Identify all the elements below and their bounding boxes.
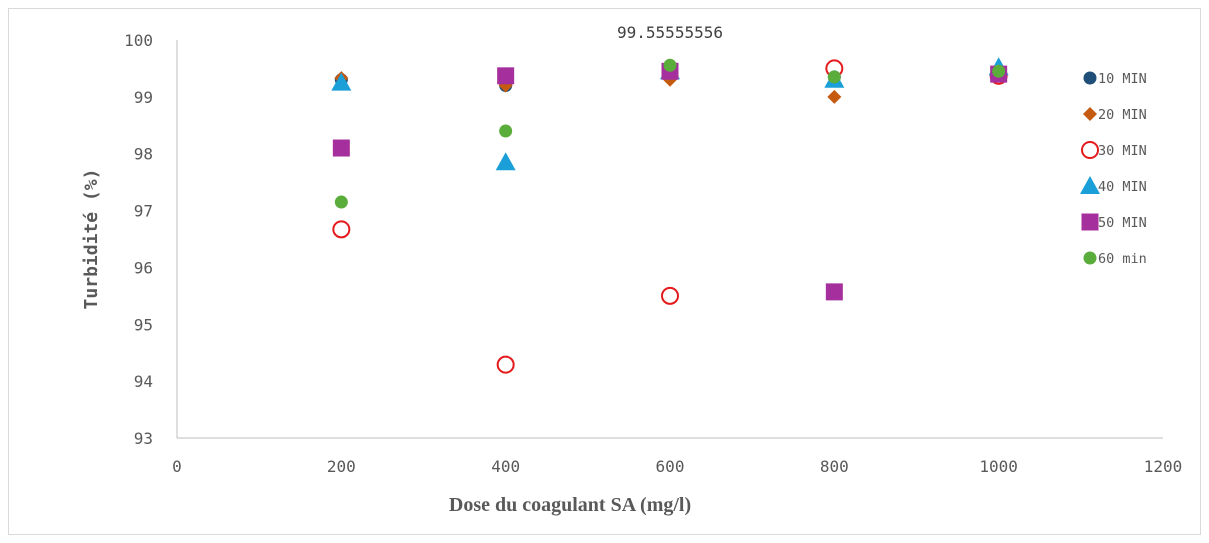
x-tick-label: 0	[172, 457, 182, 476]
legend-entry: 30 MIN	[1081, 141, 1147, 159]
x-tick-label: 600	[656, 457, 685, 476]
data-points	[331, 57, 1009, 374]
data-label-annotation: 99.55555556	[617, 23, 723, 42]
legend-marker	[1080, 176, 1100, 194]
legend-entry: 20 MIN	[1083, 107, 1147, 123]
chart-frame	[8, 8, 1201, 535]
y-tick-label: 94	[134, 372, 153, 391]
legend-marker	[1081, 141, 1099, 159]
legend-label: 20 MIN	[1098, 107, 1147, 123]
legend-entry: 50 MIN	[1081, 213, 1147, 231]
data-point	[499, 124, 513, 138]
data-point	[497, 67, 515, 85]
y-tick-label: 98	[134, 145, 153, 164]
series-30-min	[332, 59, 1008, 374]
legend-entry: 10 MIN	[1083, 71, 1147, 87]
x-tick-label: 1000	[979, 457, 1018, 476]
legend-marker	[1083, 107, 1097, 121]
legend-entry: 60 min	[1083, 251, 1147, 267]
x-tick-label: 1200	[1144, 457, 1183, 476]
legend: 10 MIN 20 MIN 30 MIN 40 MIN 50 MIN 60 min	[1080, 71, 1147, 267]
y-tick-label: 93	[134, 429, 153, 448]
data-point	[332, 139, 350, 157]
series-50-min	[332, 62, 1008, 301]
x-tick-label: 800	[820, 457, 849, 476]
series-60-min	[334, 58, 1006, 209]
y-tick-label: 96	[134, 258, 153, 277]
x-tick-label: 200	[327, 457, 356, 476]
legend-entry: 40 MIN	[1080, 176, 1147, 195]
legend-label: 30 MIN	[1098, 143, 1147, 159]
data-point	[827, 89, 842, 104]
y-axis-label: Turbidité (%)	[81, 169, 102, 310]
data-point	[495, 152, 516, 171]
x-axis-ticks: 0 200 400 600 800 1000 1200	[172, 457, 1182, 476]
axes	[176, 40, 1163, 439]
x-tick-label: 400	[491, 457, 520, 476]
data-point	[825, 283, 843, 301]
y-tick-label: 99	[134, 88, 153, 107]
data-point	[496, 355, 515, 374]
data-point	[992, 64, 1006, 78]
legend-label: 40 MIN	[1098, 179, 1147, 195]
data-point	[331, 72, 352, 91]
y-tick-label: 95	[134, 315, 153, 334]
legend-marker	[1081, 213, 1099, 231]
data-point	[334, 195, 348, 209]
legend-marker	[1083, 251, 1097, 265]
data-point	[663, 58, 677, 72]
y-tick-label: 100	[124, 31, 153, 50]
legend-marker	[1083, 71, 1097, 85]
x-axis-label: Dose du coagulant SA (mg/l)	[449, 494, 691, 516]
legend-label: 10 MIN	[1098, 71, 1147, 87]
legend-label: 60 min	[1098, 251, 1147, 267]
data-point	[332, 220, 351, 239]
data-point	[827, 70, 841, 84]
y-tick-label: 97	[134, 202, 153, 221]
legend-label: 50 MIN	[1098, 215, 1147, 231]
data-point	[661, 286, 679, 305]
y-axis-ticks: 93 94 95 96 97 98 99 100	[124, 31, 153, 448]
